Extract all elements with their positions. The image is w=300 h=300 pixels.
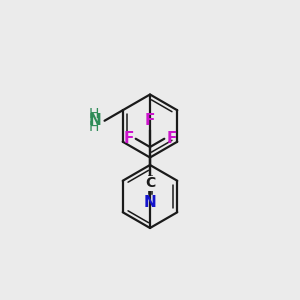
Text: H: H <box>89 107 99 121</box>
Text: C: C <box>145 176 155 190</box>
Text: H: H <box>89 120 99 134</box>
Text: N: N <box>89 113 101 128</box>
Text: F: F <box>123 131 134 146</box>
Text: F: F <box>145 113 155 128</box>
Text: F: F <box>167 131 177 146</box>
Text: N: N <box>144 195 156 210</box>
